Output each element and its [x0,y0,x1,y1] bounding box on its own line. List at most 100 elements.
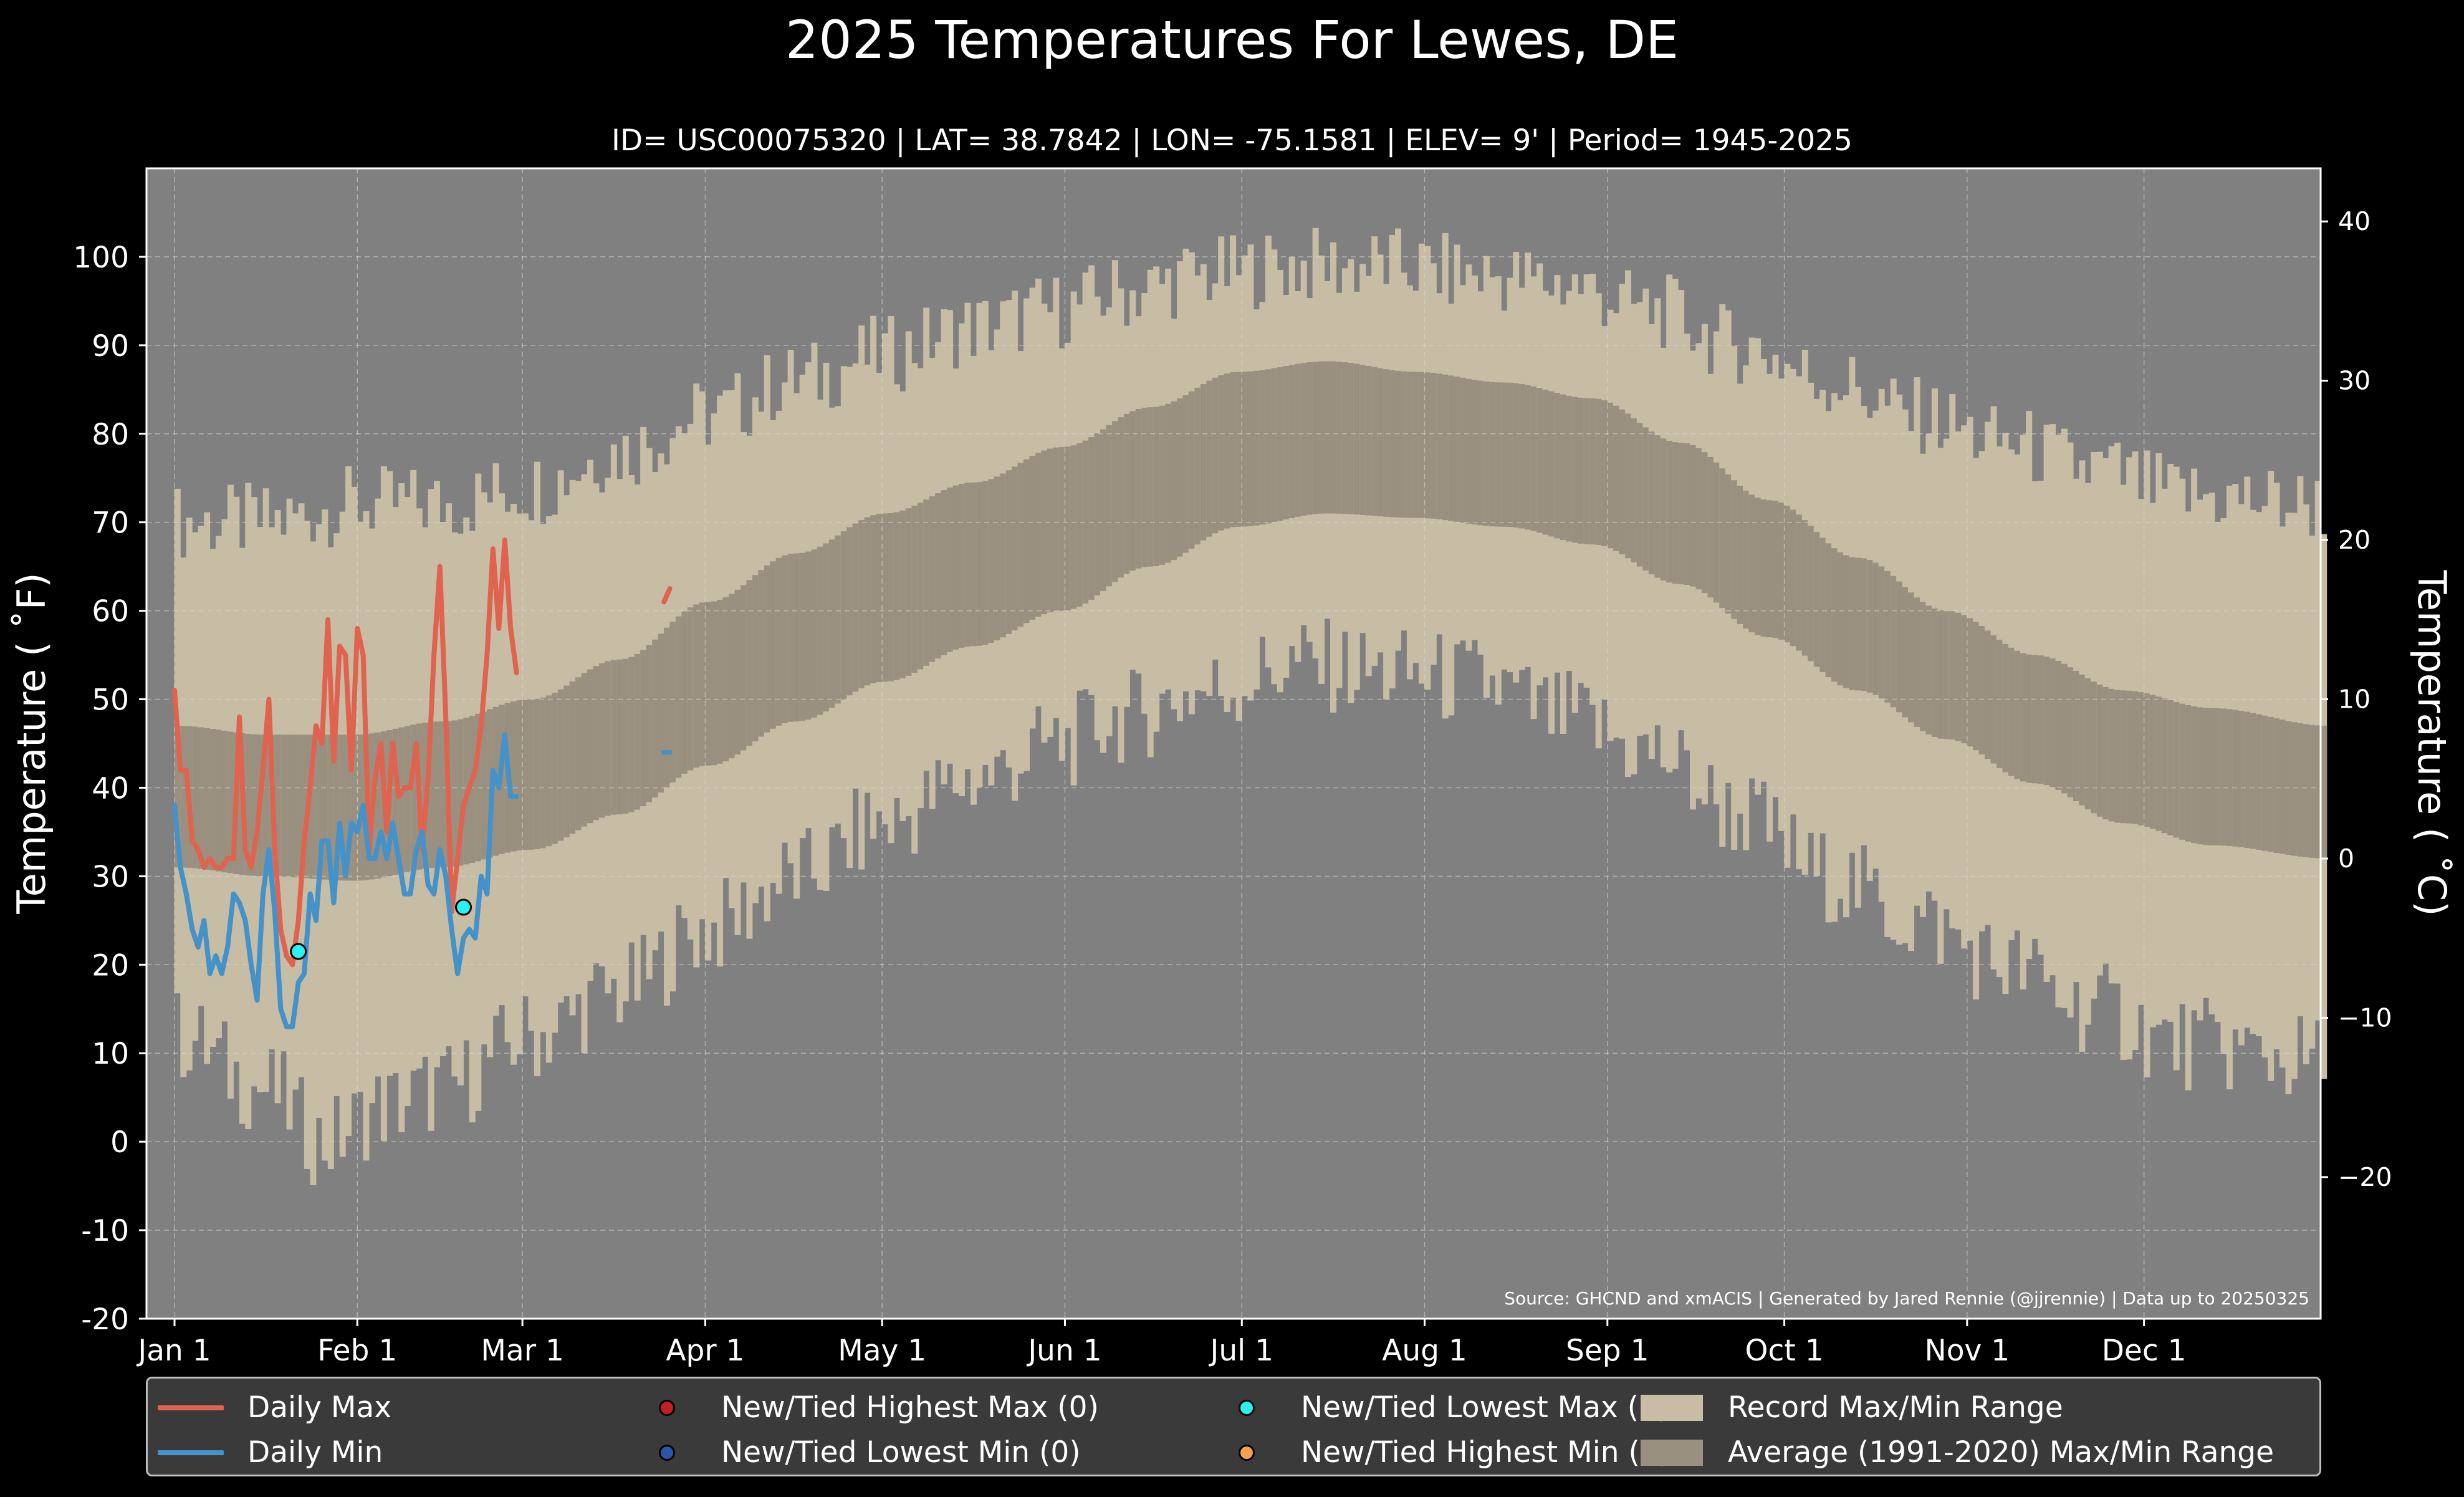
source-note: Source: GHCND and xmACIS | Generated by … [1504,1288,2309,1309]
average-range-bar [1654,435,1661,578]
average-range-bar [1725,474,1732,614]
average-range-bar [1070,445,1077,609]
x-tick-label: May 1 [838,1334,926,1368]
average-range-bar [858,520,865,688]
average-range-bar [876,514,883,682]
average-range-bar [1660,438,1667,580]
average-range-bar [1778,503,1785,640]
average-range-bar [1182,395,1189,553]
average-range-bar [1288,365,1295,518]
average-range-bar [1837,552,1844,686]
y-tick-label: 50 [92,683,129,718]
average-range-bar [1348,363,1354,514]
average-range-bar [1135,409,1142,569]
average-range-bar [1920,602,1926,731]
average-range-bar [893,512,900,680]
x-tick-label: Jan 1 [136,1334,211,1368]
average-range-bar [216,729,222,872]
average-range-bar [1194,387,1201,545]
average-range-bar [1808,526,1814,662]
average-range-bar [817,546,823,715]
average-range-bar [988,479,995,643]
y-right-tick-label: 10 [2338,685,2371,715]
x-tick-label: Sep 1 [1566,1334,1649,1368]
average-range-bar [1111,421,1118,582]
average-range-bar [888,513,894,681]
average-range-bar [1472,380,1478,525]
average-range-bar [1731,480,1738,619]
average-range-bar [782,555,789,723]
average-range-bar [2303,724,2309,857]
average-range-bar [1790,509,1796,647]
average-range-bar [1318,361,1325,514]
average-range-bar [1548,391,1555,537]
average-range-bar [540,697,547,849]
average-range-bar [1460,377,1467,523]
average-range-bar [1796,514,1803,651]
average-range-bar [828,539,835,708]
average-range-bar [1383,369,1390,517]
average-range-bar [864,517,871,686]
series-line [661,586,673,605]
average-range-bar [1536,388,1543,533]
average-range-bar [2297,723,2304,857]
average-range-bar [1831,548,1838,682]
average-range-bar [1206,380,1213,537]
series-line [172,537,519,968]
average-range-bar [2049,658,2056,787]
average-range-bar [1341,362,1348,514]
average-range-bar [292,734,299,878]
y-tick-label: 30 [92,860,129,894]
average-range-bar [1224,373,1230,529]
average-range-bar [1978,626,1985,754]
average-range-bar [2079,674,2086,806]
average-range-bar [805,551,812,720]
average-range-bar [1996,640,2003,768]
average-range-bar [1578,397,1584,544]
average-range-bar [1672,442,1679,584]
average-range-bar [1843,555,1849,688]
average-range-bar [528,699,535,850]
average-range-bar [1076,443,1083,607]
average-range-bar [610,660,617,815]
average-range-bar [1235,372,1242,527]
average-range-bar [1312,362,1319,514]
average-range-bar [1955,612,1962,741]
average-range-bar [1418,372,1425,518]
average-range-bar [1896,581,1903,713]
average-range-bar [1854,557,1861,691]
average-range-bar [1695,448,1702,590]
average-range-bar [1748,494,1755,633]
x-tick-label: Jul 1 [1208,1334,1273,1368]
average-range-bar [1866,560,1873,693]
x-tick-label: Nov 1 [1925,1334,2010,1368]
average-range-bar [1377,368,1384,517]
chart-title: 2025 Temperatures For Lewes, DE [785,9,1679,70]
y-right-tick-label: 30 [2338,366,2371,396]
average-range-bar [2291,722,2298,856]
average-range-bar [2008,647,2015,776]
average-range-bar [729,594,735,759]
average-range-bar [2226,709,2233,846]
record-markers [290,898,472,960]
y-tick-label: -20 [81,1302,129,1337]
average-range-bar [752,575,759,741]
average-range-bar [1242,372,1249,527]
average-range-bar [1925,605,1932,734]
average-range-bar [2132,691,2139,824]
average-range-bar [2091,681,2097,814]
average-range-bar [1053,447,1060,612]
average-range-bar [2321,725,2327,859]
new-lowest-max-marker [455,898,472,916]
average-range-bar [1088,437,1095,600]
average-range-bar [1395,370,1401,517]
average-range-bar [2220,708,2227,846]
average-range-bar [840,531,847,700]
average-range-bar [1985,630,1991,759]
average-range-bar [1065,446,1071,610]
average-range-bar [699,602,706,766]
legend-symbol [158,1450,224,1455]
x-tick-label: Mar 1 [481,1334,564,1368]
average-range-bar [516,700,523,851]
average-range-bar [1613,405,1619,551]
